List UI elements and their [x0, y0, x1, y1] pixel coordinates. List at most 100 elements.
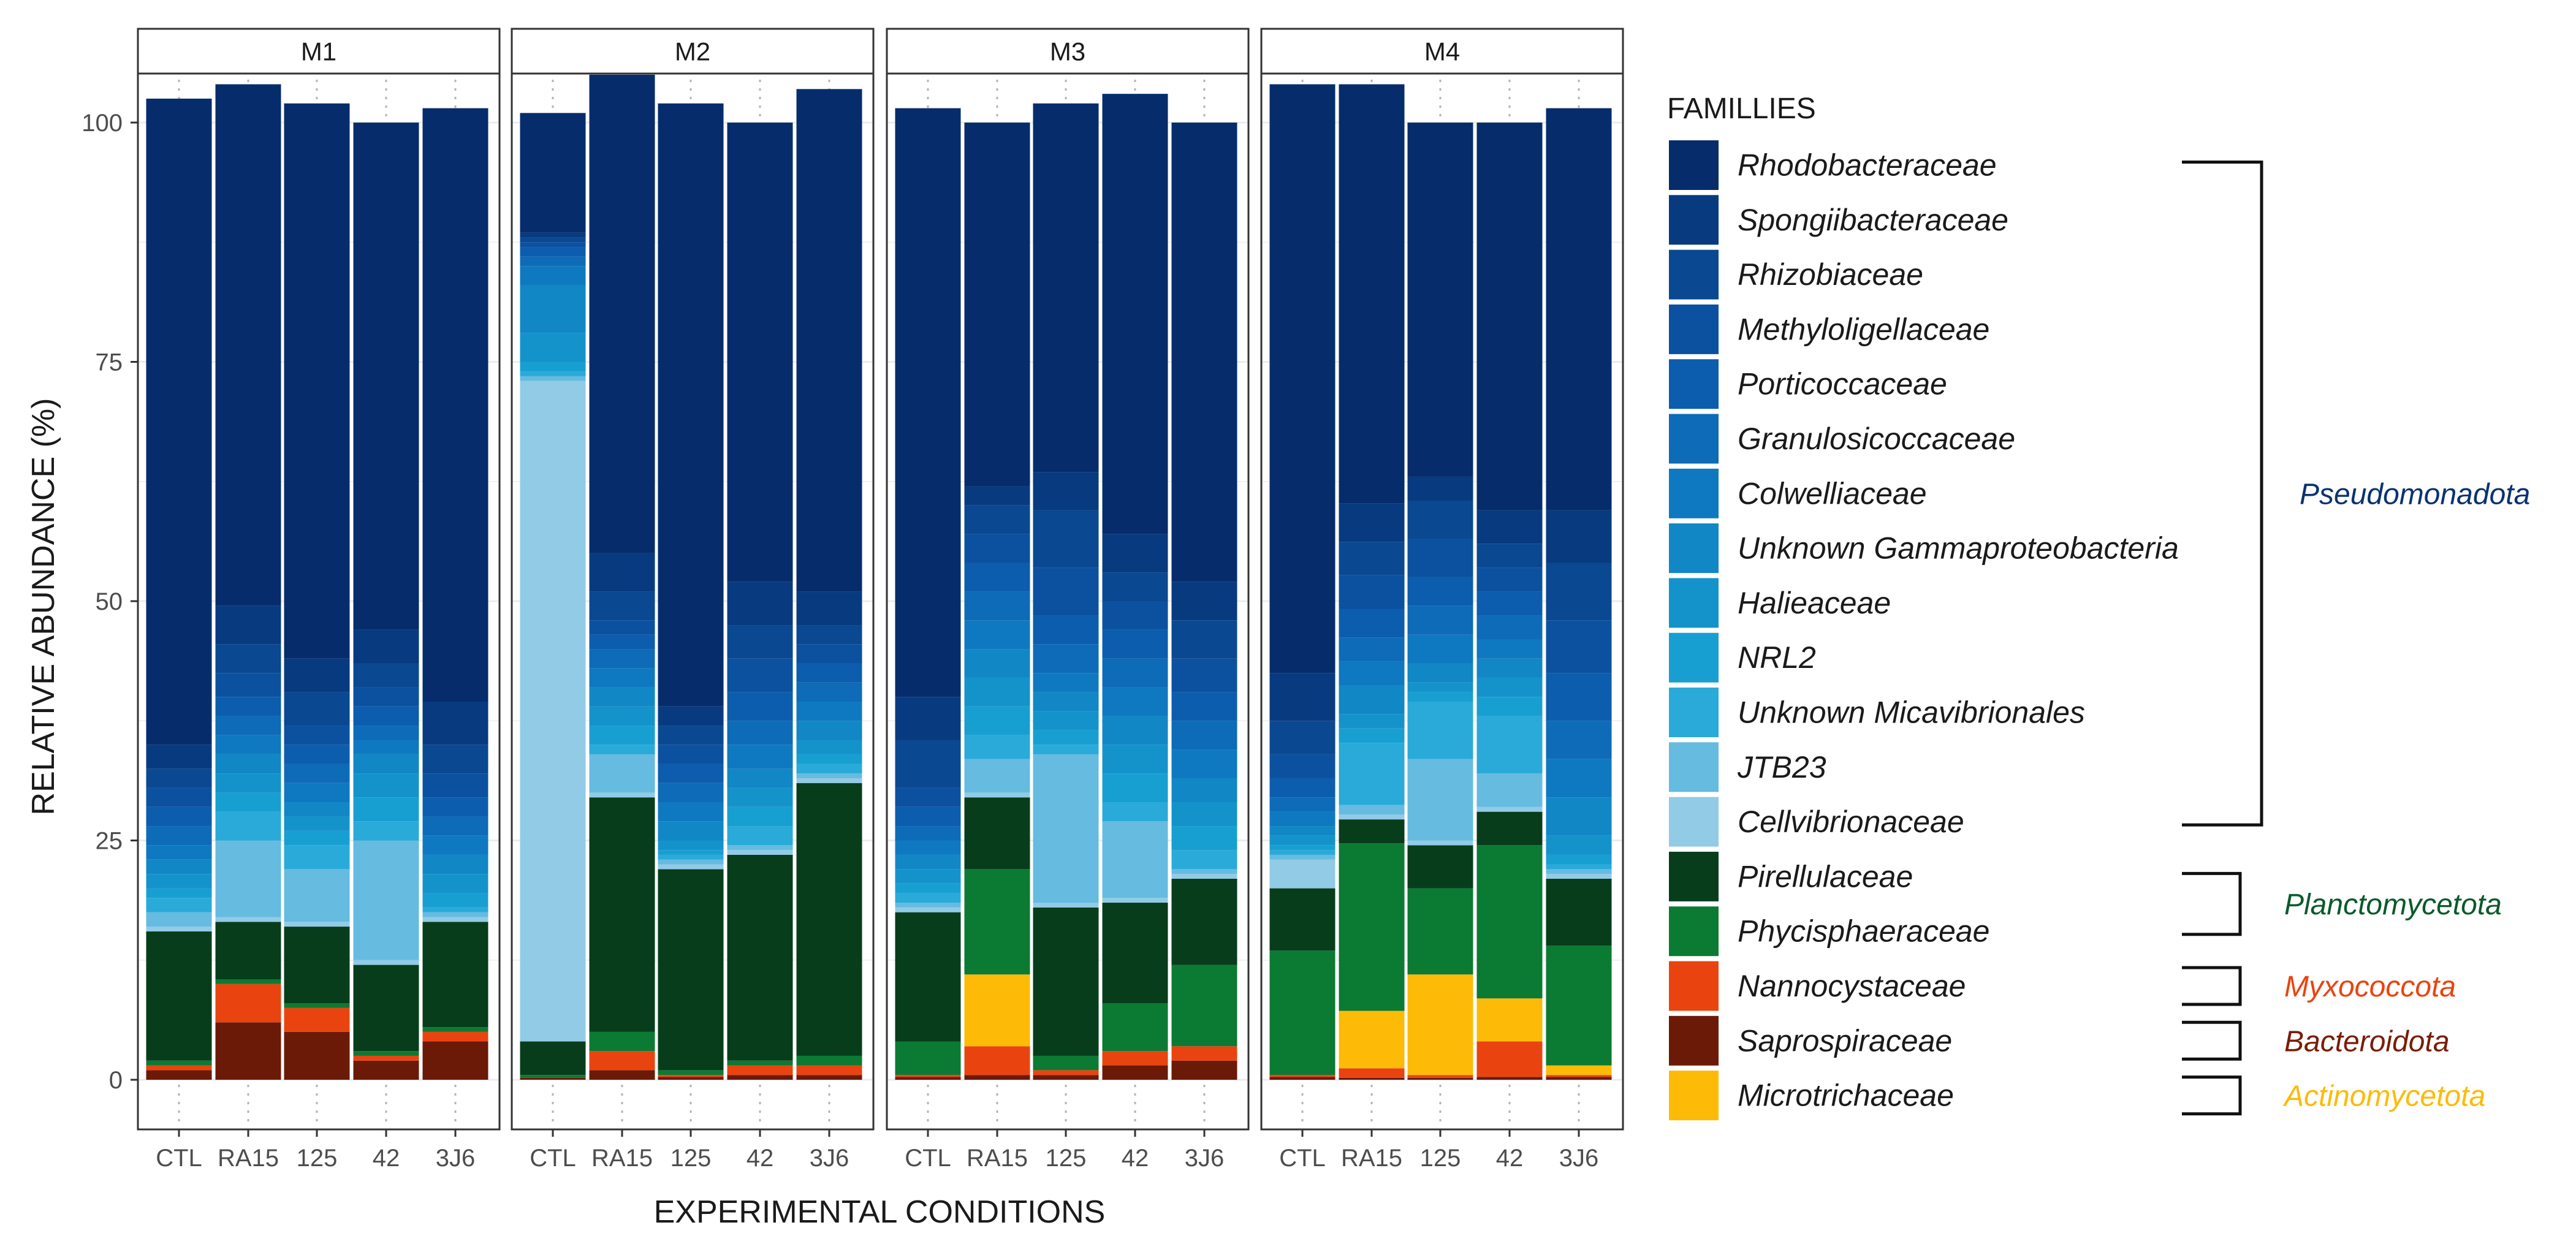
bar-3j6 [1546, 108, 1612, 1080]
y-tick-label: 50 [96, 588, 123, 615]
legend-item-nannocystaceae: Nannocystaceae [1668, 960, 1966, 1012]
bar-segment-spongiibacteraceae [796, 591, 862, 626]
bar-segment-rhizobiaceae [1033, 510, 1099, 568]
bar-segment-colwelliaceae [727, 745, 793, 769]
bar-segment-methyloligellaceae [1476, 567, 1543, 592]
facet-strip-label: M1 [301, 37, 336, 66]
y-tick-label: 0 [109, 1067, 123, 1094]
bar-segment-halieaceae [727, 787, 793, 807]
bar-segment-granulosicoccaceae [796, 682, 862, 702]
bar-segment-unknown-micavibrionales [1269, 850, 1335, 855]
bar-segment-porticoccaceae [1171, 692, 1237, 721]
bar-segment-porticoccaceae [520, 247, 586, 257]
x-tick-label: 3J6 [1185, 1145, 1225, 1172]
bar-segment-saprospiraceae [1339, 1077, 1405, 1080]
bar-segment-cellvibrionaceae [1476, 806, 1543, 812]
bar-segment-colwelliaceae [895, 840, 961, 855]
bar-3j6 [1171, 123, 1237, 1080]
bar-segment-cellvibrionaceae [589, 792, 655, 798]
bar-segment-rhizobiaceae [422, 745, 488, 774]
legend-swatch [1668, 905, 1720, 958]
phylum-label: Planctomycetota [2284, 889, 2502, 921]
bar-segment-unknown-gammaproteobacteria [520, 285, 586, 333]
bar-segment-nannocystaceae [422, 1031, 488, 1042]
bar-segment-spongiibacteraceae [658, 706, 724, 726]
bar-segment-rhodobacteraceae [1476, 123, 1543, 510]
x-tick-label: CTL [905, 1145, 951, 1172]
bar-segment-nannocystaceae [1546, 1075, 1612, 1077]
bar-segment-saprospiraceae [895, 1077, 961, 1080]
bar-segment-saprospiraceae [353, 1060, 419, 1080]
x-tick-label: 3J6 [1559, 1145, 1599, 1172]
bar-segment-unknown-gammaproteobacteria [1546, 797, 1612, 836]
bar-segment-unknown-micavibrionales [1171, 850, 1237, 870]
bar-segment-porticoccaceae [1407, 577, 1473, 606]
bar-segment-rhodobacteraceae [520, 113, 586, 233]
bar-segment-nrl2 [658, 850, 724, 855]
bar-segment-methyloligellaceae [1407, 539, 1473, 577]
panel-border [1260, 72, 1624, 1131]
x-tick-label: 3J6 [436, 1145, 476, 1172]
x-tick-label: RA15 [218, 1145, 279, 1172]
bar-segment-granulosicoccaceae [727, 721, 793, 745]
bar-segment-methyloligellaceae [422, 773, 488, 798]
bar-segment-phycisphaeraceae [796, 1055, 862, 1066]
facet-panels: M1 CTL RA15 125 42 3J6 M2 CTL RA15 125 42 3J6 M3 CTL R… [137, 28, 1624, 1172]
x-tick-label: RA15 [967, 1145, 1028, 1172]
legend-item-rhizobiaceae: Rhizobiaceae [1668, 248, 1923, 301]
bar-3j6 [422, 108, 488, 1080]
bar-segment-saprospiraceae [1033, 1075, 1099, 1080]
bar-segment-halieaceae [1476, 677, 1543, 697]
bar-segment-spongiibacteraceae [1171, 582, 1237, 621]
bar-segment-methyloligellaceae [520, 242, 586, 248]
bar-segment-jtb23 [146, 912, 212, 927]
x-tick-label: RA15 [1341, 1145, 1402, 1172]
bar-segment-methyloligellaceae [964, 534, 1030, 563]
bar-segment-phycisphaeraceae [520, 1075, 586, 1078]
bar-42 [1476, 123, 1543, 1080]
bar-segment-granulosicoccaceae [658, 783, 724, 803]
bar-segment-rhodobacteraceae [1269, 84, 1335, 673]
bar-segment-colwelliaceae [964, 620, 1030, 650]
legend-label: Rhodobacteraceae [1738, 148, 1997, 183]
bar-segment-porticoccaceae [215, 697, 281, 716]
bar-segment-colwelliaceae [1339, 661, 1405, 686]
bar-segment-spongiibacteraceae [422, 702, 488, 745]
bar-segment-jtb23 [964, 759, 1030, 793]
legend-label: Saprospiraceae [1738, 1023, 1952, 1058]
bar-segment-rhizobiaceae [589, 591, 655, 621]
legend-swatch [1668, 194, 1720, 246]
facet-strip [137, 28, 501, 75]
bar-segment-colwelliaceae [589, 668, 655, 688]
bar-segment-unknown-micavibrionales [895, 893, 961, 903]
bar-segment-halieaceae [284, 816, 350, 831]
bar-segment-nannocystaceae [1407, 1075, 1473, 1078]
legend-label: NRL2 [1738, 640, 1816, 675]
bar-segment-phycisphaeraceae [1102, 1003, 1168, 1052]
legend-swatch [1668, 577, 1720, 629]
bar-segment-halieaceae [520, 333, 586, 362]
bar-segment-pirellulaceae [215, 922, 281, 979]
legend-swatch [1668, 139, 1720, 191]
bar-segment-granulosicoccaceae [589, 649, 655, 669]
bar-segment-cellvibrionaceae [1546, 874, 1612, 879]
bar-segment-nrl2 [1269, 845, 1335, 851]
bar-ra15 [1339, 84, 1405, 1080]
bar-segment-unknown-gammaproteobacteria [1033, 692, 1099, 711]
bar-segment-porticoccaceae [284, 745, 350, 764]
bar-segment-spongiibacteraceae [353, 629, 419, 664]
legend-label: Granulosicoccaceae [1738, 422, 2015, 456]
bar-segment-halieaceae [1102, 745, 1168, 774]
bar-segment-pirellulaceae [1476, 811, 1543, 846]
y-tick-label: 25 [96, 828, 123, 855]
bar-segment-halieaceae [1171, 802, 1237, 827]
bar-segment-granulosicoccaceae [353, 726, 419, 740]
bar-segment-nrl2 [1546, 854, 1612, 865]
phylum-label: Bacteroidota [2284, 1025, 2450, 1058]
legend-item-spongiibacteraceae: Spongiibacteraceae [1668, 194, 2008, 246]
bar-segment-methyloligellaceae [658, 745, 724, 764]
bar-segment-phycisphaeraceae [353, 1051, 419, 1056]
bar-segment-rhizobiaceae [1407, 500, 1473, 539]
bar-segment-saprospiraceae [589, 1070, 655, 1080]
